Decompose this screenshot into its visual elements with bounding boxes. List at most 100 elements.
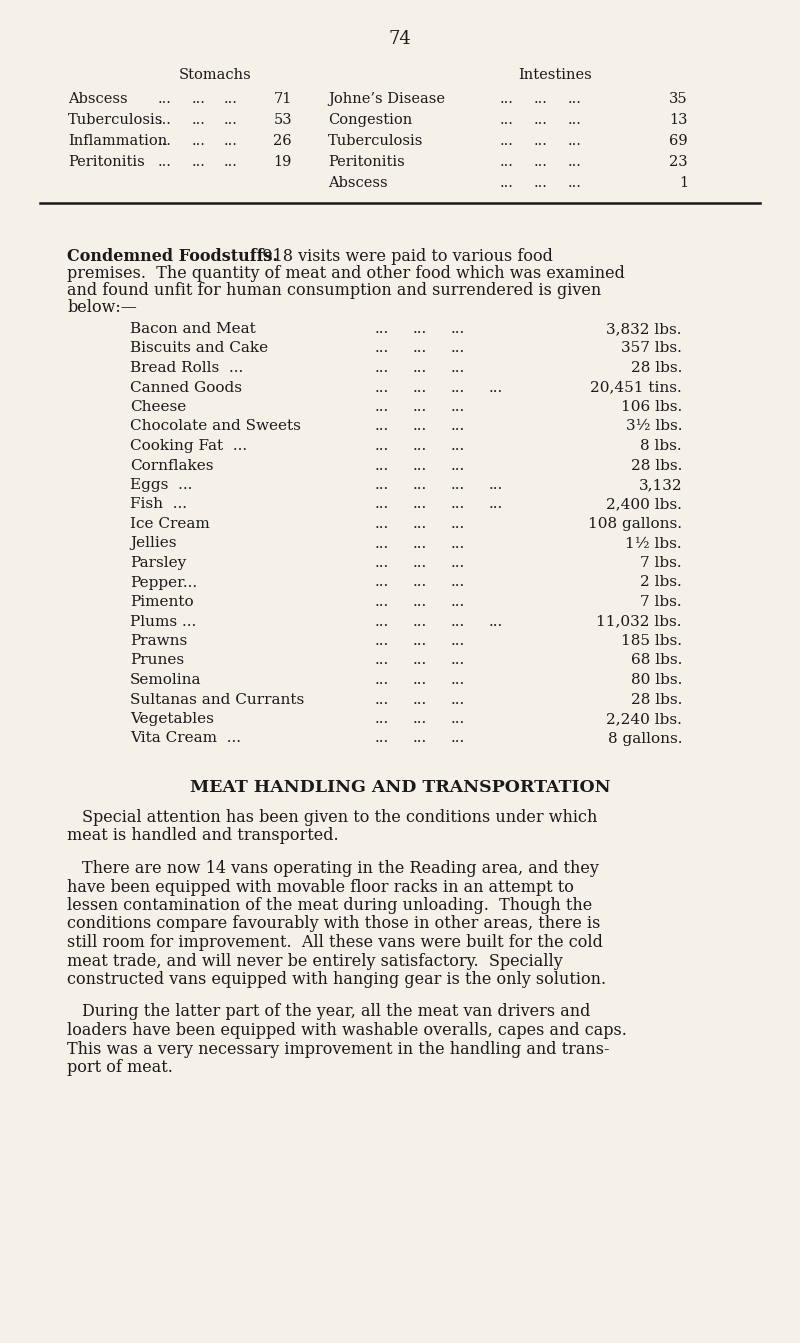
Text: ...: ... <box>451 615 466 629</box>
Text: and found unfit for human consumption and surrendered is given: and found unfit for human consumption an… <box>67 282 602 299</box>
Text: ...: ... <box>451 693 466 706</box>
Text: ...: ... <box>568 154 582 169</box>
Text: ...: ... <box>375 673 390 688</box>
Text: Abscess: Abscess <box>68 93 128 106</box>
Text: Peritonitis: Peritonitis <box>328 154 405 169</box>
Text: Prunes: Prunes <box>130 654 184 667</box>
Text: Bacon and Meat: Bacon and Meat <box>130 322 256 336</box>
Text: ...: ... <box>413 478 427 492</box>
Text: Stomachs: Stomachs <box>178 68 251 82</box>
Text: ...: ... <box>413 322 427 336</box>
Text: ...: ... <box>413 439 427 453</box>
Text: ...: ... <box>375 732 390 745</box>
Text: Sultanas and Currants: Sultanas and Currants <box>130 693 304 706</box>
Text: ...: ... <box>489 380 503 395</box>
Text: ...: ... <box>375 341 390 356</box>
Text: ...: ... <box>500 134 514 148</box>
Text: 28 lbs.: 28 lbs. <box>630 458 682 473</box>
Text: ...: ... <box>413 380 427 395</box>
Text: 11,032 lbs.: 11,032 lbs. <box>597 615 682 629</box>
Text: ...: ... <box>192 93 206 106</box>
Text: 19: 19 <box>274 154 292 169</box>
Text: ...: ... <box>413 673 427 688</box>
Text: Semolina: Semolina <box>130 673 202 688</box>
Text: ...: ... <box>375 458 390 473</box>
Text: ...: ... <box>451 595 466 608</box>
Text: ...: ... <box>192 154 206 169</box>
Text: below:—: below:— <box>67 299 137 316</box>
Text: loaders have been equipped with washable overalls, capes and caps.: loaders have been equipped with washable… <box>67 1022 627 1039</box>
Text: Cornflakes: Cornflakes <box>130 458 214 473</box>
Text: ...: ... <box>451 400 466 414</box>
Text: 2,240 lbs.: 2,240 lbs. <box>606 712 682 727</box>
Text: Tuberculosis: Tuberculosis <box>68 113 163 128</box>
Text: ...: ... <box>413 458 427 473</box>
Text: Pepper...: Pepper... <box>130 576 197 590</box>
Text: ...: ... <box>568 134 582 148</box>
Text: 3,132: 3,132 <box>638 478 682 492</box>
Text: port of meat.: port of meat. <box>67 1060 173 1076</box>
Text: ...: ... <box>158 154 172 169</box>
Text: conditions compare favourably with those in other areas, there is: conditions compare favourably with those… <box>67 916 600 932</box>
Text: ...: ... <box>158 134 172 148</box>
Text: ...: ... <box>568 113 582 128</box>
Text: This was a very necessary improvement in the handling and trans­: This was a very necessary improvement in… <box>67 1041 610 1057</box>
Text: ...: ... <box>568 93 582 106</box>
Text: ...: ... <box>451 419 466 434</box>
Text: MEAT HANDLING AND TRANSPORTATION: MEAT HANDLING AND TRANSPORTATION <box>190 779 610 796</box>
Text: 2 lbs.: 2 lbs. <box>640 576 682 590</box>
Text: Jellies: Jellies <box>130 536 177 551</box>
Text: ...: ... <box>534 154 548 169</box>
Text: ...: ... <box>413 615 427 629</box>
Text: Vita Cream  ...: Vita Cream ... <box>130 732 241 745</box>
Text: ...: ... <box>375 556 390 569</box>
Text: 7 lbs.: 7 lbs. <box>640 556 682 569</box>
Text: ...: ... <box>500 113 514 128</box>
Text: ...: ... <box>375 634 390 649</box>
Text: ...: ... <box>534 176 548 189</box>
Text: ...: ... <box>451 322 466 336</box>
Text: ...: ... <box>375 536 390 551</box>
Text: 28 lbs.: 28 lbs. <box>630 361 682 375</box>
Text: ...: ... <box>375 693 390 706</box>
Text: ...: ... <box>192 134 206 148</box>
Text: ...: ... <box>451 458 466 473</box>
Text: ...: ... <box>489 478 503 492</box>
Text: 8 lbs.: 8 lbs. <box>640 439 682 453</box>
Text: ...: ... <box>451 712 466 727</box>
Text: ...: ... <box>413 497 427 512</box>
Text: meat trade, and will never be entirely satisfactory.  Specially: meat trade, and will never be entirely s… <box>67 952 562 970</box>
Text: Cheese: Cheese <box>130 400 186 414</box>
Text: still room for improvement.  All these vans were built for the cold: still room for improvement. All these va… <box>67 933 603 951</box>
Text: ...: ... <box>451 536 466 551</box>
Text: ...: ... <box>375 576 390 590</box>
Text: Abscess: Abscess <box>328 176 388 189</box>
Text: 1½ lbs.: 1½ lbs. <box>626 536 682 551</box>
Text: Inflammation: Inflammation <box>68 134 167 148</box>
Text: 26: 26 <box>274 134 292 148</box>
Text: ...: ... <box>451 634 466 649</box>
Text: ...: ... <box>534 134 548 148</box>
Text: Plums ...: Plums ... <box>130 615 196 629</box>
Text: ...: ... <box>451 517 466 530</box>
Text: ...: ... <box>413 419 427 434</box>
Text: ...: ... <box>158 93 172 106</box>
Text: 2,400 lbs.: 2,400 lbs. <box>606 497 682 512</box>
Text: ...: ... <box>568 176 582 189</box>
Text: ...: ... <box>413 576 427 590</box>
Text: 69: 69 <box>670 134 688 148</box>
Text: Congestion: Congestion <box>328 113 412 128</box>
Text: ...: ... <box>375 361 390 375</box>
Text: ...: ... <box>375 380 390 395</box>
Text: Intestines: Intestines <box>518 68 592 82</box>
Text: ...: ... <box>413 595 427 608</box>
Text: ...: ... <box>413 712 427 727</box>
Text: Vegetables: Vegetables <box>130 712 214 727</box>
Text: ...: ... <box>451 478 466 492</box>
Text: ...: ... <box>375 419 390 434</box>
Text: 23: 23 <box>670 154 688 169</box>
Text: Special attention has been given to the conditions under which: Special attention has been given to the … <box>82 808 598 826</box>
Text: ...: ... <box>224 134 238 148</box>
Text: ...: ... <box>224 93 238 106</box>
Text: 53: 53 <box>274 113 292 128</box>
